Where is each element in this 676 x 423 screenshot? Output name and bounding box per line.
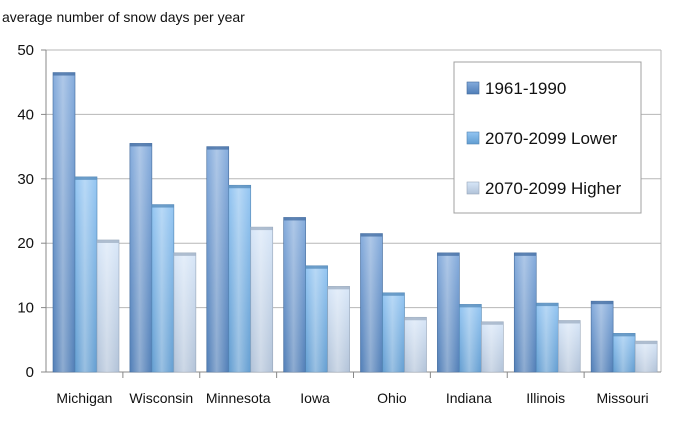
y-tick-label: 10 [17, 300, 34, 317]
bar-cap [613, 333, 636, 337]
bar [52, 72, 76, 373]
bar [535, 302, 559, 373]
bar [404, 316, 427, 373]
x-category-label: Illinois [526, 390, 565, 406]
bar [228, 184, 252, 373]
x-category-label: Wisconsin [129, 390, 193, 406]
bar-highlight [228, 185, 251, 372]
y-tick-label: 0 [26, 364, 34, 381]
legend-label: 2070-2099 Lower [485, 129, 618, 148]
bar-highlight [613, 333, 636, 372]
bar-cap [327, 286, 350, 290]
bar [590, 300, 614, 373]
bar-highlight [382, 292, 405, 372]
bar-highlight [591, 301, 614, 372]
x-category-label: Missouri [597, 390, 649, 406]
bar [459, 304, 482, 373]
bar [305, 265, 328, 373]
bar-cap [250, 227, 273, 231]
bar-highlight [536, 303, 559, 372]
bar [250, 226, 274, 373]
legend-swatch [466, 131, 480, 145]
bar [382, 292, 405, 373]
bar [437, 252, 460, 373]
bar-highlight [327, 286, 350, 372]
bar-cap [305, 265, 328, 269]
bar [513, 252, 537, 373]
bar-cap [591, 301, 614, 305]
legend-label: 1961-1990 [485, 79, 566, 98]
y-tick-label: 20 [17, 235, 34, 252]
bar-highlight [437, 252, 460, 372]
bar-cap [206, 146, 229, 150]
bar [283, 217, 306, 373]
bar-cap [151, 204, 174, 208]
bar [327, 286, 350, 373]
bar-cap [129, 143, 152, 147]
bar-cap [558, 320, 581, 324]
axis-labels: 0 10 20 30 40 50 Michigan Wisconsin Minnesota Iow… [17, 42, 648, 406]
x-category-label: Michigan [56, 390, 112, 406]
bar-cap [459, 304, 482, 308]
bar [151, 204, 175, 373]
bar [557, 320, 581, 373]
legend-label: 2070-2099 Higher [485, 179, 621, 198]
bar-highlight [151, 204, 174, 372]
bar-cap [635, 341, 658, 345]
x-category-label: Iowa [300, 390, 330, 406]
bar [481, 321, 504, 373]
bar-highlight [129, 143, 152, 372]
legend-swatch [466, 181, 480, 195]
bar-cap [75, 176, 97, 180]
bar [96, 239, 120, 373]
bar-highlight [305, 265, 328, 372]
bar-highlight [206, 146, 229, 372]
bar-highlight [53, 72, 75, 372]
bar-highlight [514, 252, 537, 372]
bar-highlight [360, 233, 383, 372]
x-category-label: Minnesota [206, 390, 271, 406]
bar-cap [437, 252, 460, 256]
bar [206, 146, 230, 373]
bar-highlight [97, 239, 119, 372]
y-tick-label: 30 [17, 171, 34, 188]
bar-highlight [558, 320, 581, 372]
bar-highlight [635, 341, 658, 372]
legend-box [453, 61, 642, 214]
bar-highlight [250, 227, 273, 372]
bar [360, 233, 383, 373]
y-tick-label: 50 [17, 42, 34, 59]
bar [173, 252, 197, 373]
x-category-label: Indiana [446, 390, 492, 406]
bar-highlight [283, 217, 306, 372]
y-axis-title: average number of snow days per year [2, 9, 245, 25]
bar [129, 143, 153, 373]
bar-highlight [75, 176, 97, 372]
bar-cap [97, 239, 119, 243]
bar-cap [228, 185, 251, 189]
bar-cap [283, 217, 306, 221]
bar-highlight [481, 321, 504, 372]
legend-swatch [466, 81, 480, 95]
bar-cap [382, 292, 405, 296]
bar-cap [536, 303, 559, 307]
bar-cap [360, 233, 383, 237]
bar-highlight [404, 317, 427, 372]
bar-cap [53, 72, 75, 76]
bar-highlight [173, 252, 196, 372]
bar [74, 176, 98, 373]
bar-cap [173, 252, 196, 256]
bar-cap [514, 252, 537, 256]
bar-highlight [459, 304, 482, 372]
bar-cap [481, 321, 504, 325]
bar-cap [404, 317, 427, 321]
legend: 1961-1990 2070-2099 Lower 2070-2099 Higher [453, 61, 642, 214]
bar [612, 333, 636, 373]
bars [52, 72, 658, 373]
x-category-label: Ohio [377, 390, 407, 406]
y-tick-label: 40 [17, 106, 34, 123]
bar [634, 340, 658, 373]
